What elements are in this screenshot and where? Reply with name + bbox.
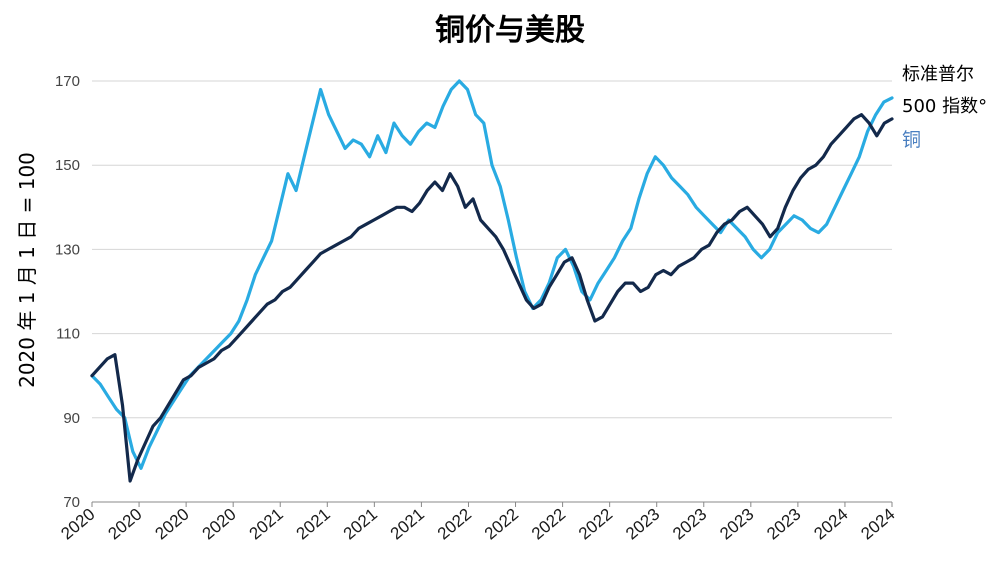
x-tick-label: 2024 (857, 505, 898, 544)
y-tick-label: 110 (56, 326, 80, 343)
x-tick-label: 2023 (669, 505, 710, 544)
y-tick-label: 90 (63, 410, 80, 427)
x-tick-label: 2021 (246, 505, 287, 544)
y-tick-label: 150 (55, 157, 80, 174)
y-tick-labels: 70 90 110 130 150 170 (55, 73, 80, 511)
y-tick-label: 130 (55, 241, 80, 258)
legend-sp500-label-1: 标准普尔 (902, 64, 974, 85)
x-tick-label: 2022 (528, 505, 569, 544)
x-tick-label: 2020 (104, 505, 145, 544)
legend: 标准普尔 500 指数° 铜 (902, 64, 987, 151)
series-line-copper (90, 79, 894, 470)
x-tick-label: 2022 (481, 505, 522, 544)
chart-title: 铜价与美股 (435, 13, 585, 48)
x-tick-label: 2020 (151, 505, 192, 544)
x-tick-label: 2020 (199, 505, 240, 544)
x-tick-label: 2021 (340, 505, 381, 544)
x-tick-label: 2022 (434, 505, 475, 544)
y-tick-label: 170 (55, 73, 80, 90)
x-tick-label: 2024 (810, 505, 851, 544)
x-tick-label: 2023 (622, 505, 663, 544)
legend-copper-label: 铜 (902, 129, 921, 151)
x-tick-label: 2023 (763, 505, 804, 544)
x-tick-label: 2022 (575, 505, 616, 544)
x-tick-labels: 2020 2020 2020 2020 2021 2021 2021 2021 2022 2022… (57, 502, 899, 544)
y-axis-label: 2020 年 1 月 1 日 = 100 (15, 152, 39, 388)
series-lines (90, 79, 894, 483)
legend-sp500-label-2: 500 指数° (902, 96, 987, 117)
x-tick-label: 2023 (716, 505, 757, 544)
y-tick-label: 70 (63, 494, 80, 511)
series-line-sp500 (90, 113, 894, 483)
x-tick-label: 2021 (293, 505, 334, 544)
x-tick-label: 2021 (387, 505, 428, 544)
gridlines (92, 80, 892, 503)
